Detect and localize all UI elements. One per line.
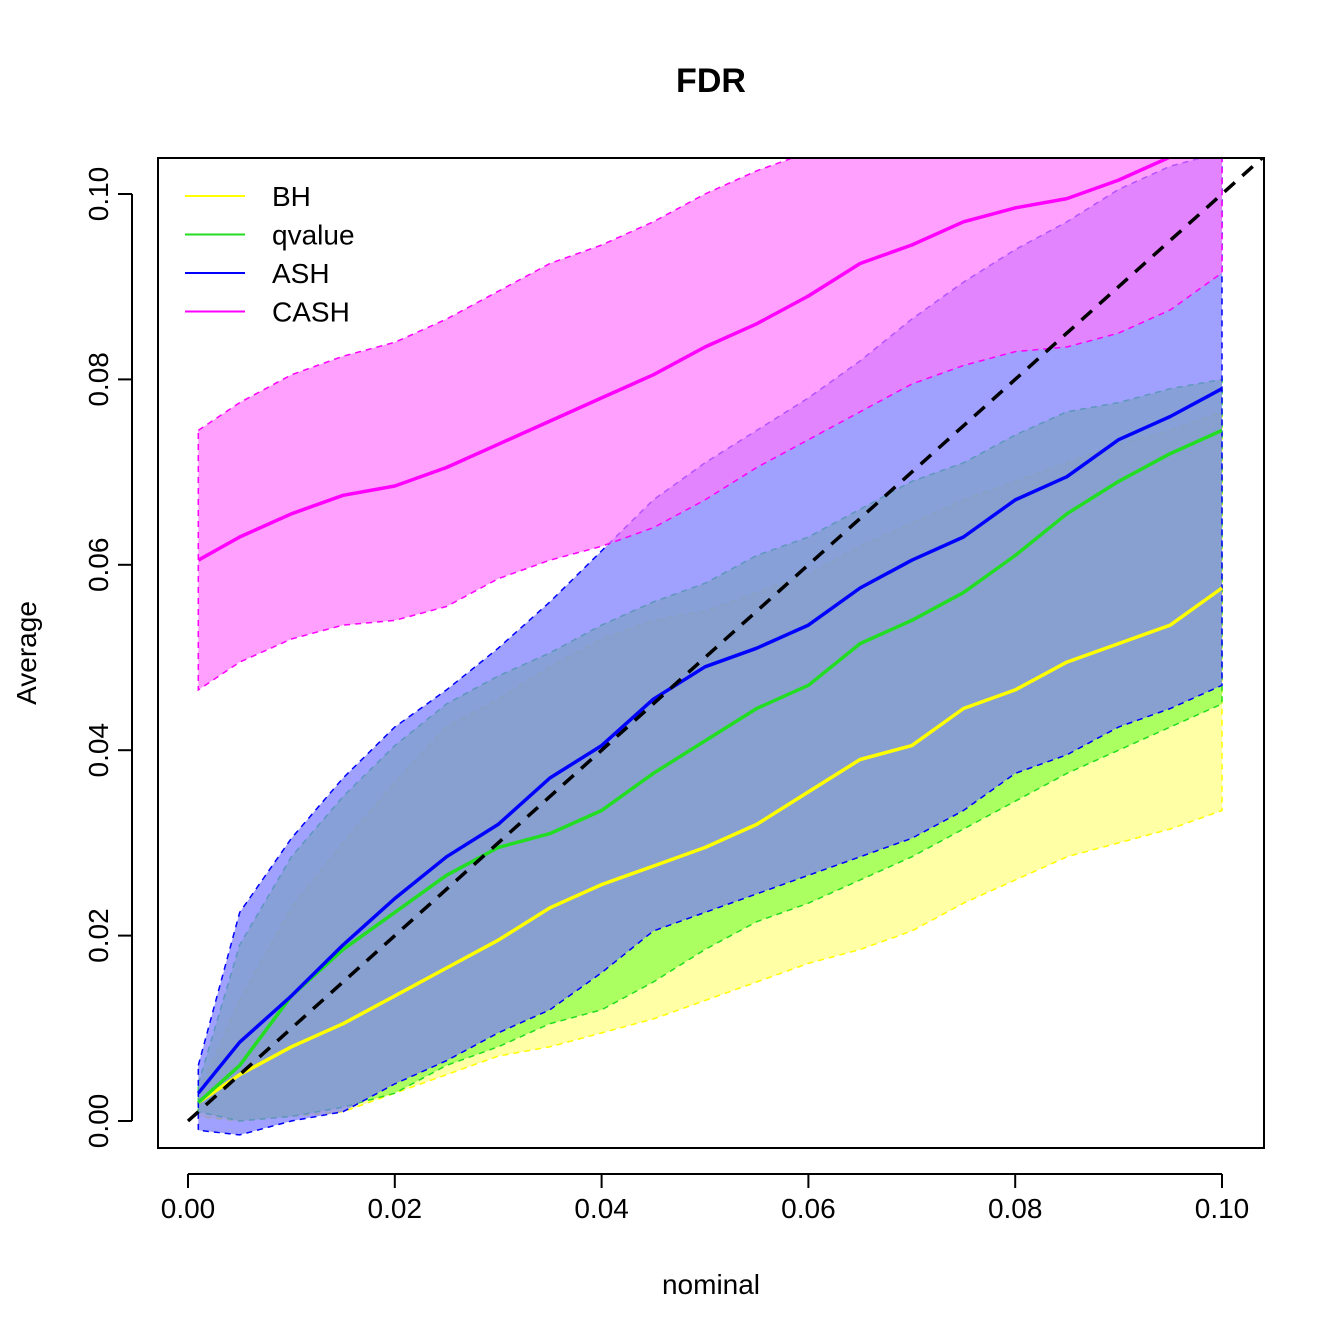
x-axis: 0.00 0.02 0.04 0.06 0.08 0.10 xyxy=(161,1173,1250,1224)
plot-frame xyxy=(157,157,1265,1149)
series-lines xyxy=(196,158,1224,1104)
x-tick-label: 0.06 xyxy=(781,1193,836,1224)
y-tick-label: 0.00 xyxy=(83,1094,114,1149)
ash-band xyxy=(197,158,1223,1136)
legend-label-qvalue: qvalue xyxy=(272,220,355,251)
x-tick-label: 0.04 xyxy=(574,1193,629,1224)
cash-line xyxy=(197,158,1173,562)
bh-line xyxy=(197,586,1224,1104)
x-tick-label: 0.10 xyxy=(1195,1193,1250,1224)
reference-line xyxy=(186,158,1264,1123)
y-tick-label: 0.06 xyxy=(83,538,114,593)
y-tick-label: 0.02 xyxy=(83,908,114,963)
chart-title: FDR xyxy=(676,62,746,100)
x-tick-label: 0.02 xyxy=(368,1193,423,1224)
y-tick-label: 0.08 xyxy=(83,352,114,407)
ash-line xyxy=(196,387,1223,1095)
legend-label-cash: CASH xyxy=(272,297,350,328)
qvalue-line xyxy=(197,428,1223,1104)
x-tick-label: 0.08 xyxy=(988,1193,1043,1224)
legend: BH qvalue ASH CASH xyxy=(185,181,355,328)
y-tick-label: 0.04 xyxy=(83,723,114,778)
cash-band xyxy=(197,158,1223,692)
x-axis-label: nominal xyxy=(662,1269,760,1300)
reference-diagonal xyxy=(186,158,1264,1123)
y-axis-label: Average xyxy=(11,601,42,705)
x-tick-label: 0.00 xyxy=(161,1193,216,1224)
legend-label-ash: ASH xyxy=(272,258,330,289)
legend-label-bh: BH xyxy=(272,181,311,212)
y-axis: 0.00 0.02 0.04 0.06 0.08 0.10 xyxy=(83,167,133,1149)
y-tick-label: 0.10 xyxy=(83,167,114,222)
